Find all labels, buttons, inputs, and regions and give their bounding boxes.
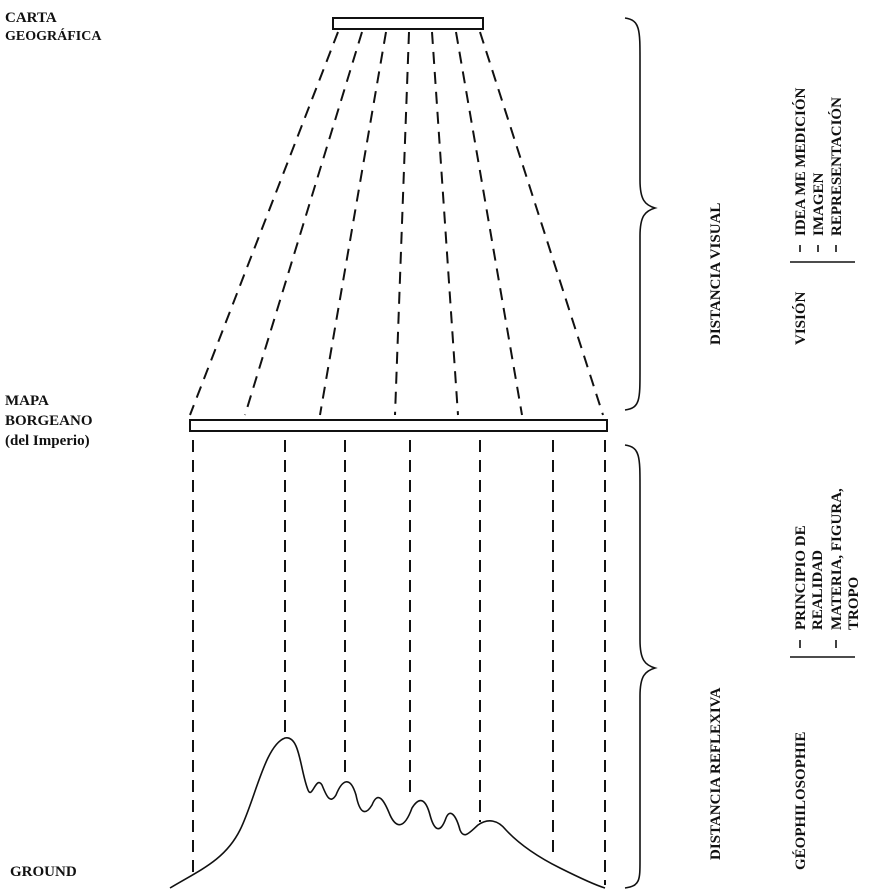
label: MAPA [5,393,49,409]
ground-profile [170,738,605,888]
item: IDEA ME MEDICIÓN [792,87,809,236]
item: TROPO [846,577,862,630]
projection-lines [190,32,603,415]
group-title: VISIÓN [792,291,809,345]
item: PRINCIPIO DE [793,525,809,630]
brace-reflexiva [625,445,655,888]
mapa-bar [190,420,607,431]
item: IMAGEN [811,173,827,237]
item: REALIDAD [810,550,826,630]
brace-visual [625,18,655,410]
ground-lines [193,440,605,885]
distance-label: DISTANCIA REFLEXIVA [708,687,724,860]
label: GROUND [10,864,77,880]
distance-label: DISTANCIA VISUAL [708,203,724,345]
label: (del Imperio) [5,433,90,449]
item: MATERIA, FIGURA, [829,488,845,630]
diagram: CARTA GEOGRÁFICA MAPA BORGEANO (del Impe… [0,0,870,891]
label: CARTA [5,10,57,26]
label: BORGEANO [5,413,93,429]
item: REPRESENTACIÓN [828,97,845,236]
group-title: GÉOPHILOSOPHIE [792,732,809,870]
label: GEOGRÁFICA [5,27,102,44]
carta-bar [333,18,483,29]
